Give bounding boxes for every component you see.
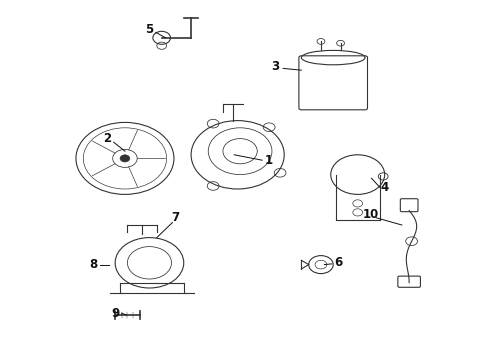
Text: 10: 10 — [362, 208, 379, 221]
Text: 1: 1 — [265, 154, 272, 167]
Text: 7: 7 — [172, 211, 179, 224]
Text: 2: 2 — [103, 132, 111, 145]
Circle shape — [120, 155, 130, 162]
Text: 9: 9 — [111, 307, 119, 320]
Text: 6: 6 — [334, 256, 342, 269]
Text: 8: 8 — [89, 258, 97, 271]
Text: 4: 4 — [381, 181, 389, 194]
Text: 5: 5 — [146, 23, 153, 36]
Text: 3: 3 — [271, 60, 279, 73]
